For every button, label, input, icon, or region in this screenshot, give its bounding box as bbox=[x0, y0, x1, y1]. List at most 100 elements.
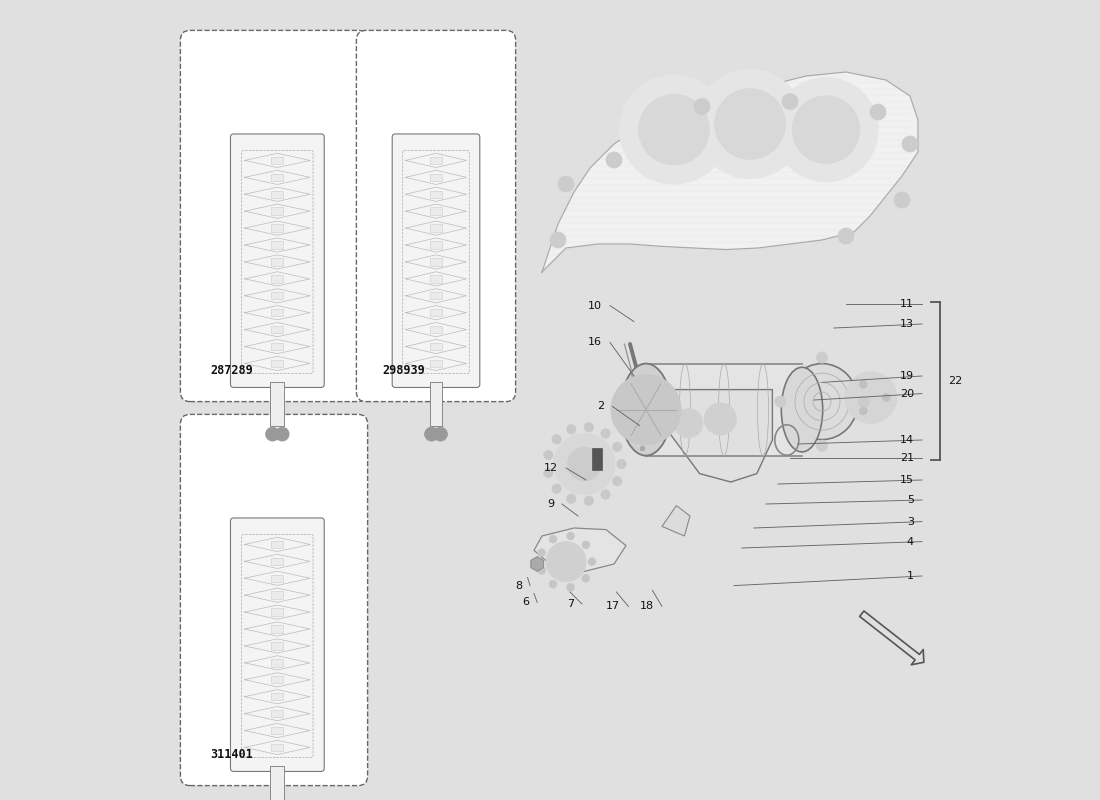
Text: 16: 16 bbox=[588, 338, 602, 347]
Text: 21: 21 bbox=[900, 453, 914, 462]
Circle shape bbox=[774, 396, 785, 407]
Bar bbox=[272, 710, 284, 718]
Bar bbox=[430, 157, 442, 164]
Circle shape bbox=[550, 232, 566, 248]
Text: 7: 7 bbox=[566, 599, 574, 609]
Circle shape bbox=[639, 94, 710, 165]
Text: 5: 5 bbox=[908, 495, 914, 505]
Circle shape bbox=[894, 192, 910, 208]
Circle shape bbox=[859, 407, 867, 415]
Circle shape bbox=[816, 440, 827, 451]
Text: 13: 13 bbox=[900, 319, 914, 329]
Polygon shape bbox=[542, 72, 918, 272]
Text: 298939: 298939 bbox=[382, 364, 425, 378]
Bar bbox=[430, 326, 442, 334]
Circle shape bbox=[619, 75, 728, 184]
Bar bbox=[272, 309, 284, 317]
Circle shape bbox=[774, 78, 878, 182]
Bar bbox=[272, 541, 284, 548]
Bar bbox=[430, 190, 442, 198]
Circle shape bbox=[858, 396, 869, 407]
Circle shape bbox=[566, 494, 576, 503]
Circle shape bbox=[613, 477, 621, 486]
Text: 2: 2 bbox=[597, 402, 604, 411]
Ellipse shape bbox=[620, 363, 671, 456]
Circle shape bbox=[859, 380, 867, 388]
Circle shape bbox=[588, 558, 596, 566]
Ellipse shape bbox=[781, 367, 823, 452]
FancyBboxPatch shape bbox=[231, 518, 324, 771]
Circle shape bbox=[433, 427, 448, 441]
Bar bbox=[272, 190, 284, 198]
Text: 17: 17 bbox=[606, 602, 620, 611]
Ellipse shape bbox=[786, 363, 858, 440]
Bar bbox=[646, 363, 802, 456]
Circle shape bbox=[582, 574, 590, 582]
Circle shape bbox=[538, 566, 546, 574]
Circle shape bbox=[566, 532, 574, 540]
Circle shape bbox=[695, 70, 804, 178]
Circle shape bbox=[782, 94, 797, 110]
Polygon shape bbox=[534, 528, 626, 572]
Circle shape bbox=[566, 583, 574, 591]
Circle shape bbox=[558, 176, 574, 192]
Text: 15: 15 bbox=[900, 475, 914, 485]
Text: 8: 8 bbox=[515, 581, 522, 590]
Bar bbox=[272, 360, 284, 367]
Bar bbox=[272, 608, 284, 616]
FancyBboxPatch shape bbox=[356, 30, 516, 402]
Circle shape bbox=[265, 427, 279, 441]
Text: 10: 10 bbox=[588, 301, 602, 310]
Bar bbox=[430, 258, 442, 266]
Bar bbox=[272, 326, 284, 334]
Circle shape bbox=[816, 352, 827, 363]
Bar bbox=[272, 642, 284, 650]
Circle shape bbox=[882, 394, 890, 402]
Text: 311401: 311401 bbox=[210, 749, 253, 762]
Bar bbox=[272, 207, 284, 215]
Text: 14: 14 bbox=[900, 435, 914, 445]
Circle shape bbox=[606, 152, 621, 168]
Circle shape bbox=[552, 434, 561, 444]
Circle shape bbox=[694, 98, 710, 114]
FancyBboxPatch shape bbox=[231, 134, 324, 387]
Bar bbox=[430, 309, 442, 317]
Bar bbox=[430, 207, 442, 215]
Circle shape bbox=[715, 89, 785, 159]
Bar bbox=[271, 382, 284, 426]
Circle shape bbox=[610, 374, 681, 445]
Circle shape bbox=[613, 442, 621, 451]
Circle shape bbox=[582, 541, 590, 549]
Circle shape bbox=[538, 549, 546, 557]
Bar bbox=[429, 382, 442, 426]
FancyBboxPatch shape bbox=[393, 134, 480, 387]
Bar bbox=[272, 174, 284, 181]
Polygon shape bbox=[662, 506, 690, 536]
Circle shape bbox=[902, 136, 918, 152]
Bar bbox=[272, 676, 284, 683]
Circle shape bbox=[601, 490, 610, 499]
Bar bbox=[272, 693, 284, 701]
Circle shape bbox=[546, 542, 586, 582]
Bar bbox=[272, 343, 284, 350]
Bar bbox=[272, 574, 284, 582]
Text: 22: 22 bbox=[948, 376, 962, 386]
Circle shape bbox=[549, 535, 557, 543]
Text: 6: 6 bbox=[522, 598, 529, 607]
Bar bbox=[593, 448, 602, 470]
Text: 20: 20 bbox=[900, 389, 914, 398]
Circle shape bbox=[425, 427, 439, 441]
Bar bbox=[271, 766, 284, 800]
Text: 11: 11 bbox=[900, 299, 914, 309]
Bar bbox=[430, 360, 442, 367]
Bar bbox=[272, 292, 284, 299]
Polygon shape bbox=[669, 390, 772, 482]
Bar bbox=[272, 558, 284, 565]
Bar bbox=[430, 275, 442, 282]
Circle shape bbox=[870, 104, 886, 120]
Bar bbox=[272, 727, 284, 734]
Bar bbox=[430, 292, 442, 299]
Circle shape bbox=[601, 429, 610, 438]
Text: 12: 12 bbox=[543, 463, 558, 473]
Bar bbox=[272, 242, 284, 249]
